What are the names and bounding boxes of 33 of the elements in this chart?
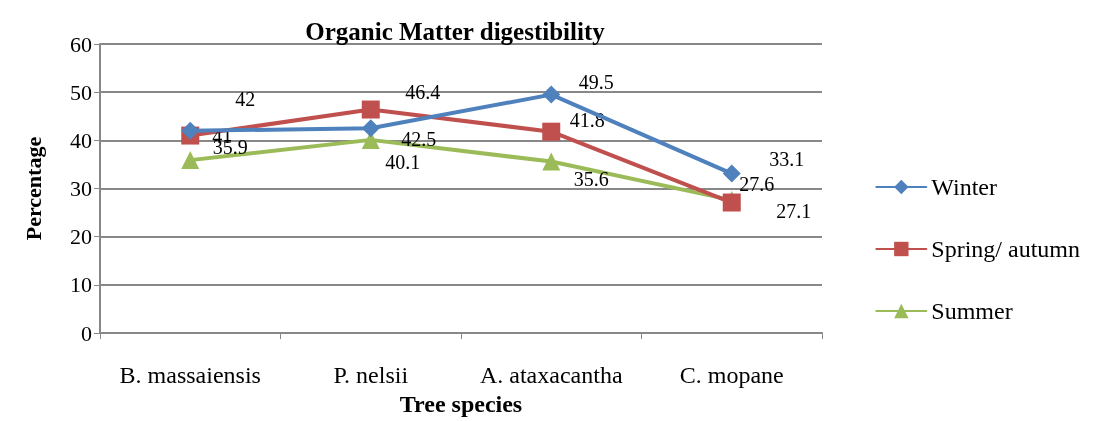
point (542, 122, 561, 141)
y-tick-label: 20 (70, 224, 92, 250)
data-label: 46.4 (405, 80, 441, 103)
data-label: 49.5 (578, 70, 614, 93)
x-axis-title: Tree species (399, 391, 523, 417)
y-tick-label: 0 (81, 320, 92, 346)
data-label: 35.6 (573, 167, 609, 190)
x-tick-label: C. mopane (679, 362, 784, 389)
legend-label: Summer (931, 298, 1013, 324)
y-tick-label: 50 (70, 79, 92, 105)
y-axis-title: Percentage (20, 136, 46, 241)
point (181, 151, 200, 170)
chart-title: Organic Matter digestibility (305, 18, 606, 45)
legend-label: Spring/ autumn (931, 236, 1081, 262)
data-label: 27.6 (739, 173, 775, 196)
y-tick-label: 40 (70, 127, 92, 153)
x-tick-label: B. massaiensis (119, 362, 261, 389)
data-label: 40.1 (385, 150, 421, 173)
data-label: 42 (235, 87, 256, 110)
point (361, 100, 380, 119)
point (181, 121, 200, 140)
x-tick-label: A. ataxacantha (479, 362, 623, 389)
data-label: 27.1 (776, 199, 812, 222)
point (722, 164, 741, 183)
legend-label: Winter (931, 174, 998, 200)
point (361, 119, 380, 138)
x-tick-label: P. nelsii (333, 362, 409, 389)
y-tick-label: 10 (70, 272, 92, 298)
point (542, 85, 561, 104)
y-tick-label: 60 (70, 31, 92, 57)
y-tick-label: 30 (70, 176, 92, 202)
point (542, 152, 561, 171)
data-label: 33.1 (769, 147, 805, 170)
